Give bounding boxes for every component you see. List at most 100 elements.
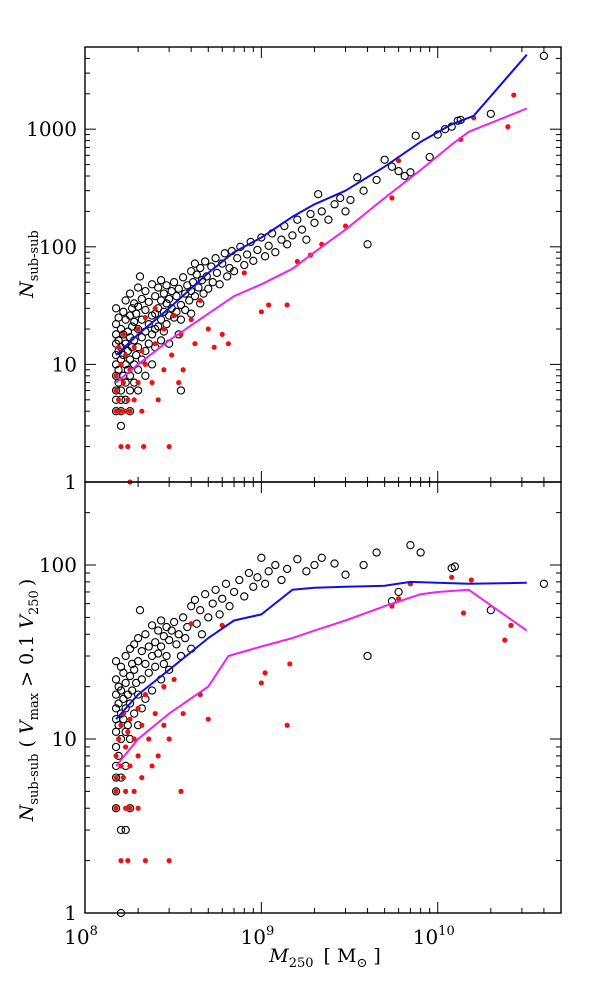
open-circle-point [174,284,183,293]
filled-dot-point [125,443,131,450]
open-circle-point [116,825,126,835]
filled-dot-point [508,622,514,628]
filled-dot-point [142,315,148,321]
filled-dot-point [284,302,290,308]
open-circle-point [133,657,143,666]
open-circle-point [204,613,213,622]
filled-dot-point [166,443,172,450]
filled-dot-point [505,124,511,130]
top-y-axis-title: Nsub-sub [16,230,42,299]
filled-dot-point [135,753,141,759]
filled-dot-point [127,763,133,769]
open-circle-point [123,327,133,336]
x-tick-base: 10 [413,925,438,949]
open-circle-point [293,555,302,564]
open-circle-point [119,668,128,678]
open-circle-point [133,365,143,374]
open-circle-point [132,350,141,360]
top-y-tick-labels: 1 10 100 1000 [26,117,77,494]
open-circle-point [127,304,137,313]
open-circle-point [181,633,190,643]
filled-dot-point [152,710,158,717]
filled-dot-point [123,744,129,750]
open-circle-point [125,699,135,708]
filled-dot-point [120,331,126,337]
filled-dot-point [171,312,177,319]
open-circle-point [387,162,397,171]
open-circle-point [151,638,160,647]
bottom-y-axis-title: Nsub-sub(Vmax> 0.1V250) [16,579,42,823]
filled-dot-point [188,317,194,323]
filled-dot-point [262,670,268,676]
open-circle-point [306,209,315,219]
open-circle-point [330,559,339,568]
open-circle-point [121,296,130,305]
filled-dot-point [169,352,175,358]
filled-dot-point [139,348,145,354]
x-title-m-sub: 250 [289,956,314,971]
open-circle-point [133,633,143,643]
open-circle-point [211,585,220,594]
open-circle-point [135,272,145,281]
filled-dot-point [113,753,119,759]
open-circle-point [164,294,174,304]
open-circle-point [346,195,355,205]
filled-dot-point [118,361,124,367]
open-circle-point [135,606,145,615]
filled-dot-point [113,373,119,379]
open-circle-point [218,594,227,603]
open-circle-point [125,289,135,298]
open-circle-point [137,646,146,656]
y-tick-label: 100 [39,553,77,577]
x-tick-labels: 108 109 1010 [64,924,455,949]
open-circle-point [411,131,420,140]
top-y-title-sub: sub-sub [27,230,42,281]
open-circle-point [121,315,130,324]
filled-dot-point [161,722,167,728]
open-circle-point [260,252,270,261]
open-circle-point [190,292,200,301]
x-tick-exponent: 8 [90,924,98,939]
open-circle-point [282,564,292,574]
filled-dot-point [152,341,158,347]
filled-dot-point [192,341,198,347]
filled-dot-point [113,775,119,781]
open-circle-point [192,270,201,279]
open-circle-point [192,619,201,628]
filled-dot-point [266,302,272,308]
open-circle-point [141,630,150,639]
open-circle-point [169,278,179,287]
open-circle-point [264,567,273,576]
open-circle-point [317,207,326,216]
filled-dot-point [294,258,300,265]
filled-dot-point [139,775,145,781]
open-circle-point [190,259,200,268]
open-circle-point [144,319,153,329]
open-circle-point [204,284,213,293]
filled-dot-point [127,805,133,811]
open-circle-point [162,299,171,308]
y-title-n: N [16,803,38,822]
open-circle-point [539,51,549,61]
open-circle-point [127,686,137,695]
open-circle-point [336,193,345,203]
open-circle-point [156,642,166,651]
open-circle-point [176,300,186,310]
open-circle-point [130,640,139,649]
filled-dot-point [161,326,167,332]
open-circle-point [486,109,495,119]
x-tick-base: 10 [64,925,89,949]
x-tick-label: 109 [240,924,274,949]
x-axis-title: M250 [ M⊙] [268,945,381,971]
open-circle-point [116,421,126,431]
filled-dot-point [155,753,161,759]
filled-dot-point [219,331,225,337]
open-circle-point [380,155,389,164]
open-circle-point [162,281,171,290]
open-circle-point [111,704,121,713]
filled-dot-point [460,610,467,616]
open-circle-point [172,640,181,649]
y-title-gt: > 0.1 [16,635,38,687]
open-circle-point [244,568,254,578]
